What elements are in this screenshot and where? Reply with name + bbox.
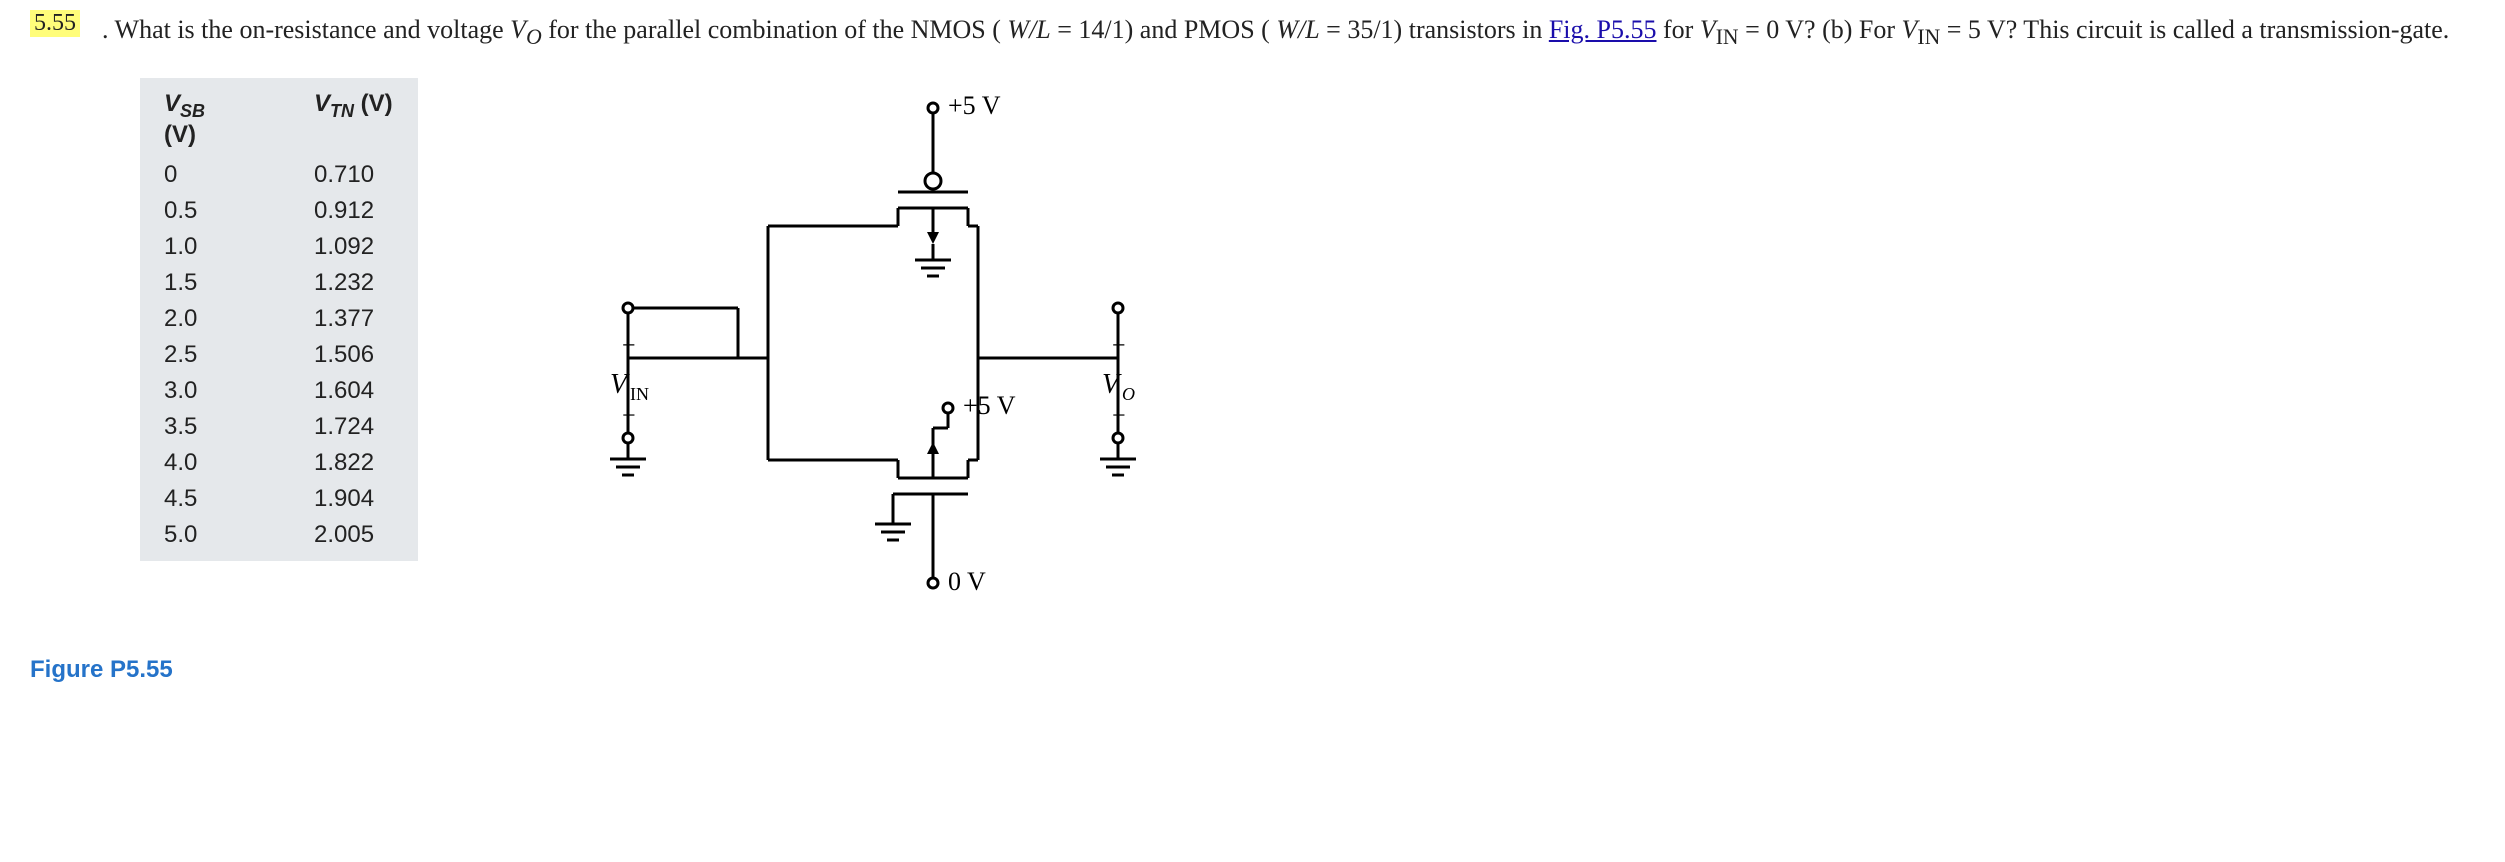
problem-number: 5.55 — [30, 10, 80, 37]
table-row: 2.0 1.377 — [164, 301, 394, 337]
cell-vsb: 3.5 — [164, 413, 234, 441]
vo-symbol: VO — [510, 15, 542, 44]
text-frag: = 14/1) and PMOS ( — [1057, 15, 1270, 44]
cell-vsb: 1.0 — [164, 233, 234, 261]
cell-vtn: 0.710 — [314, 161, 394, 189]
vin2-symbol: VIN — [1902, 15, 1941, 44]
cell-vsb: 1.5 — [164, 269, 234, 297]
transmission-gate-schematic: +5 V+5 V0 V+VIN−+VO− — [538, 78, 1178, 638]
cell-vsb: 2.5 — [164, 341, 234, 369]
cell-vsb: 2.0 — [164, 305, 234, 333]
table-row: 3.0 1.604 — [164, 373, 394, 409]
cell-vsb: 4.5 — [164, 485, 234, 513]
text-frag: = 0 V? (b) For — [1745, 15, 1901, 44]
wl2: W/L — [1276, 15, 1319, 44]
text-frag: for the parallel combination of the NMOS… — [548, 15, 1001, 44]
svg-text:+5 V: +5 V — [948, 91, 1001, 120]
problem-text: . What is the on-resistance and voltage … — [102, 10, 2475, 54]
cell-vtn: 0.912 — [314, 197, 394, 225]
cell-vsb: 0 — [164, 161, 234, 189]
cell-vtn: 1.604 — [314, 377, 394, 405]
svg-text:O: O — [1122, 384, 1135, 404]
cell-vtn: 1.822 — [314, 449, 394, 477]
cell-vtn: 1.904 — [314, 485, 394, 513]
table-row: 4.5 1.904 — [164, 481, 394, 517]
cell-vtn: 1.232 — [314, 269, 394, 297]
table-row: 5.0 2.005 — [164, 517, 394, 553]
table-row: 2.5 1.506 — [164, 337, 394, 373]
cell-vsb: 0.5 — [164, 197, 234, 225]
cell-vtn: 1.724 — [314, 413, 394, 441]
cell-vtn: 1.092 — [314, 233, 394, 261]
cell-vsb: 3.0 — [164, 377, 234, 405]
table-row: 0.5 0.912 — [164, 193, 394, 229]
vin-symbol: VIN — [1700, 15, 1739, 44]
figure-link[interactable]: Fig. P5.55 — [1549, 15, 1657, 44]
table-row: 4.0 1.822 — [164, 445, 394, 481]
table-row: 3.5 1.724 — [164, 409, 394, 445]
table-header-vtn: VTN (V) — [314, 90, 394, 150]
table-row: 1.5 1.232 — [164, 265, 394, 301]
text-frag: for — [1663, 15, 1700, 44]
text-frag: = 35/1) transistors in — [1326, 15, 1549, 44]
cell-vtn: 1.377 — [314, 305, 394, 333]
figure-caption: Figure P5.55 — [30, 656, 2475, 684]
table-row: 0 0.710 — [164, 157, 394, 193]
text-frag: = 5 V? This circuit is called a transmis… — [1947, 15, 2450, 44]
text-frag: . What is the on-resistance and voltage — [102, 15, 510, 44]
svg-text:IN: IN — [630, 384, 649, 404]
cell-vsb: 4.0 — [164, 449, 234, 477]
table-row: 1.0 1.092 — [164, 229, 394, 265]
threshold-table: VSB (V) VTN (V) 00.7100.50.9121.01.0921.… — [140, 78, 418, 562]
svg-text:0 V: 0 V — [948, 567, 986, 596]
wl1: W/L — [1007, 15, 1050, 44]
svg-text:+5 V: +5 V — [963, 391, 1016, 420]
cell-vtn: 2.005 — [314, 521, 394, 549]
cell-vsb: 5.0 — [164, 521, 234, 549]
cell-vtn: 1.506 — [314, 341, 394, 369]
table-header-vsb: VSB (V) — [164, 90, 234, 150]
